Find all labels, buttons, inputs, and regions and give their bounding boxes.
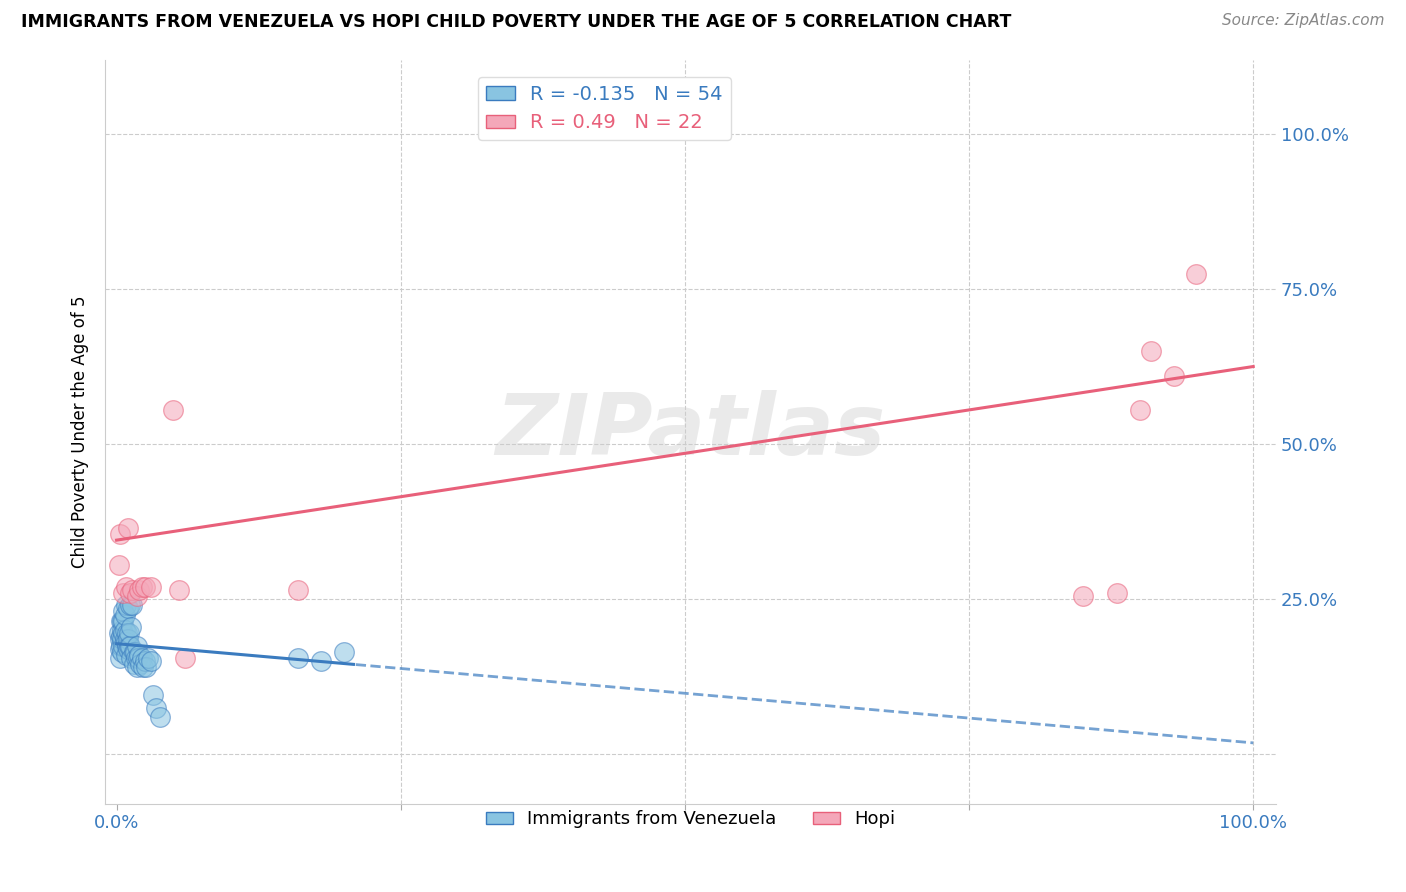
Point: [122, 645, 145, 659]
Point: [125, 660, 148, 674]
Point: [114, 648, 136, 662]
Point: [118, 626, 141, 640]
Point: [135, 660, 157, 674]
Point: [287, 651, 309, 665]
Point: [138, 651, 160, 665]
Point: [114, 635, 136, 649]
Point: [1128, 403, 1150, 417]
Point: [118, 639, 141, 653]
Point: [139, 580, 162, 594]
Point: [287, 582, 309, 597]
Point: [167, 582, 190, 597]
Point: [108, 527, 131, 541]
Point: [1185, 267, 1208, 281]
Point: [1163, 368, 1185, 383]
Point: [120, 639, 142, 653]
Point: [162, 403, 184, 417]
Y-axis label: Child Poverty Under the Age of 5: Child Poverty Under the Age of 5: [72, 295, 89, 568]
Point: [114, 580, 136, 594]
Point: [122, 657, 145, 672]
Point: [112, 586, 135, 600]
Point: [117, 521, 139, 535]
Point: [117, 641, 139, 656]
Point: [309, 654, 332, 668]
Point: [333, 645, 356, 659]
Point: [120, 599, 142, 613]
Point: [110, 629, 132, 643]
Point: [1105, 586, 1128, 600]
Point: [115, 626, 138, 640]
Point: [145, 700, 167, 714]
Point: [120, 586, 142, 600]
Point: [139, 654, 162, 668]
Point: [111, 632, 134, 647]
Point: [108, 626, 131, 640]
Point: [149, 710, 172, 724]
Point: [127, 651, 149, 665]
Point: [134, 580, 156, 594]
Point: [108, 641, 131, 656]
Point: [128, 648, 150, 662]
Point: [121, 599, 143, 613]
Text: IMMIGRANTS FROM VENEZUELA VS HOPI CHILD POVERTY UNDER THE AGE OF 5 CORRELATION C: IMMIGRANTS FROM VENEZUELA VS HOPI CHILD …: [21, 13, 1011, 31]
Point: [114, 632, 136, 647]
Legend: Immigrants from Venezuela, Hopi: Immigrants from Venezuela, Hopi: [478, 803, 903, 836]
Point: [121, 582, 143, 597]
Point: [120, 651, 142, 665]
Point: [173, 651, 195, 665]
Point: [131, 651, 153, 665]
Point: [108, 558, 131, 572]
Point: [120, 620, 142, 634]
Point: [125, 589, 148, 603]
Point: [117, 601, 139, 615]
Point: [108, 632, 131, 647]
Point: [132, 660, 155, 674]
Point: [117, 632, 139, 647]
Point: [115, 639, 138, 653]
Point: [112, 639, 135, 653]
Point: [111, 645, 134, 659]
Point: [112, 614, 135, 628]
Point: [128, 582, 150, 597]
Point: [108, 651, 131, 665]
Point: [125, 639, 148, 653]
Point: [114, 623, 136, 637]
Point: [112, 604, 135, 618]
Point: [131, 580, 153, 594]
Point: [125, 651, 148, 665]
Point: [134, 654, 156, 668]
Text: Source: ZipAtlas.com: Source: ZipAtlas.com: [1222, 13, 1385, 29]
Point: [110, 639, 132, 653]
Point: [1071, 589, 1094, 603]
Point: [111, 614, 134, 628]
Point: [129, 657, 152, 672]
Point: [1140, 344, 1163, 359]
Text: ZIPatlas: ZIPatlas: [495, 390, 886, 473]
Point: [110, 614, 132, 628]
Point: [111, 623, 134, 637]
Point: [114, 607, 136, 622]
Point: [142, 688, 165, 702]
Point: [124, 645, 146, 659]
Point: [112, 626, 135, 640]
Point: [114, 599, 136, 613]
